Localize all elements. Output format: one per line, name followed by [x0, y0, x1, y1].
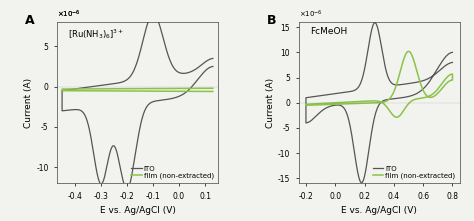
ITO	[351, 144, 356, 147]
film (non-extracted)	[395, 116, 401, 118]
film (non-extracted)	[128, 87, 133, 90]
film (non-extracted)	[422, 92, 428, 95]
Line: film (non-extracted): film (non-extracted)	[62, 88, 213, 91]
ITO	[150, 13, 156, 15]
Line: film (non-extracted): film (non-extracted)	[306, 51, 453, 117]
ITO	[372, 21, 378, 24]
film (non-extracted)	[367, 100, 373, 102]
Text: A: A	[25, 14, 34, 27]
film (non-extracted)	[210, 87, 216, 90]
ITO	[210, 57, 216, 60]
Text: $\times10^{-6}$: $\times10^{-6}$	[299, 9, 322, 21]
Text: $[\mathrm{Ru(NH_3)_6}]^{3+}$: $[\mathrm{Ru(NH_3)_6}]^{3+}$	[68, 27, 124, 41]
Y-axis label: Current (A): Current (A)	[24, 78, 33, 128]
X-axis label: E vs. Ag/AgCl (V): E vs. Ag/AgCl (V)	[100, 206, 175, 215]
ITO	[108, 148, 114, 151]
Text: FcMeOH: FcMeOH	[310, 27, 347, 36]
film (non-extracted)	[98, 88, 103, 90]
film (non-extracted)	[90, 90, 96, 92]
Text: B: B	[266, 14, 276, 27]
film (non-extracted)	[333, 103, 339, 106]
film (non-extracted)	[433, 94, 438, 97]
ITO	[400, 96, 406, 99]
Legend: ITO, film (non-extracted): ITO, film (non-extracted)	[372, 165, 456, 180]
ITO	[124, 187, 130, 190]
film (non-extracted)	[111, 90, 117, 92]
Legend: ITO, film (non-extracted): ITO, film (non-extracted)	[130, 165, 215, 180]
ITO	[210, 65, 216, 68]
ITO	[310, 95, 316, 98]
ITO	[450, 61, 456, 64]
ITO	[67, 88, 73, 91]
Line: ITO: ITO	[62, 14, 213, 189]
film (non-extracted)	[126, 87, 132, 90]
ITO	[410, 94, 416, 96]
Y-axis label: Current (A): Current (A)	[266, 78, 275, 128]
X-axis label: E vs. Ag/AgCl (V): E vs. Ag/AgCl (V)	[341, 206, 417, 215]
ITO	[450, 51, 456, 54]
ITO	[73, 88, 79, 90]
Text: $\times10^{-6}$: $\times10^{-6}$	[57, 9, 81, 21]
film (non-extracted)	[406, 50, 411, 53]
film (non-extracted)	[303, 104, 309, 107]
Text: $\times10^{-6}$: $\times10^{-6}$	[57, 9, 81, 21]
ITO	[159, 99, 165, 101]
ITO	[359, 181, 365, 184]
ITO	[317, 95, 322, 97]
ITO	[322, 107, 328, 110]
Line: ITO: ITO	[306, 23, 453, 183]
ITO	[79, 110, 84, 112]
film (non-extracted)	[362, 100, 367, 103]
film (non-extracted)	[303, 103, 309, 106]
film (non-extracted)	[173, 90, 179, 93]
film (non-extracted)	[394, 116, 400, 118]
ITO	[170, 97, 176, 100]
film (non-extracted)	[210, 90, 216, 93]
